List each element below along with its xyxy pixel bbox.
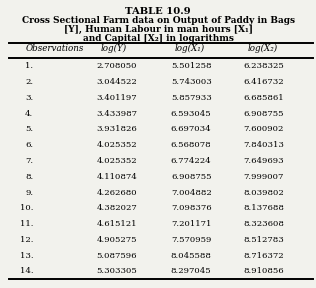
Text: 8.: 8. bbox=[25, 173, 33, 181]
Text: 8.039802: 8.039802 bbox=[244, 189, 284, 197]
Text: 7.201171: 7.201171 bbox=[171, 220, 211, 228]
Text: 5.303305: 5.303305 bbox=[97, 268, 137, 275]
Text: 5.743003: 5.743003 bbox=[171, 78, 211, 86]
Text: 6.593045: 6.593045 bbox=[171, 110, 211, 118]
Text: 9.: 9. bbox=[25, 189, 33, 197]
Text: [Y], Human Labour in man hours [X₁]: [Y], Human Labour in man hours [X₁] bbox=[64, 25, 252, 34]
Text: 10.: 10. bbox=[20, 204, 33, 212]
Text: 6.685861: 6.685861 bbox=[244, 94, 284, 102]
Text: 4.025352: 4.025352 bbox=[97, 157, 137, 165]
Text: 8.137688: 8.137688 bbox=[243, 204, 284, 212]
Text: 6.697034: 6.697034 bbox=[171, 126, 211, 133]
Text: log(X₁): log(X₁) bbox=[174, 44, 205, 53]
Text: 7.570959: 7.570959 bbox=[171, 236, 211, 244]
Text: 8.910856: 8.910856 bbox=[244, 268, 284, 275]
Text: 8.323608: 8.323608 bbox=[243, 220, 284, 228]
Text: 2.708050: 2.708050 bbox=[97, 62, 137, 70]
Text: 5.501258: 5.501258 bbox=[171, 62, 211, 70]
Text: 4.905275: 4.905275 bbox=[97, 236, 137, 244]
Text: 6.238325: 6.238325 bbox=[244, 62, 284, 70]
Text: 4.262680: 4.262680 bbox=[97, 189, 137, 197]
Text: 4.: 4. bbox=[25, 110, 33, 118]
Text: 2.: 2. bbox=[25, 78, 33, 86]
Text: 7.004882: 7.004882 bbox=[171, 189, 211, 197]
Text: 3.931826: 3.931826 bbox=[97, 126, 137, 133]
Text: 7.: 7. bbox=[25, 157, 33, 165]
Text: 5.087596: 5.087596 bbox=[97, 252, 137, 260]
Text: 8.512783: 8.512783 bbox=[244, 236, 284, 244]
Text: 6.908755: 6.908755 bbox=[171, 173, 211, 181]
Text: 6.908755: 6.908755 bbox=[244, 110, 284, 118]
Text: 8.716372: 8.716372 bbox=[244, 252, 284, 260]
Text: 5.: 5. bbox=[25, 126, 33, 133]
Text: 7.649693: 7.649693 bbox=[244, 157, 284, 165]
Text: 6.774224: 6.774224 bbox=[171, 157, 211, 165]
Text: 3.433987: 3.433987 bbox=[96, 110, 137, 118]
Text: log(X₂): log(X₂) bbox=[247, 44, 277, 53]
Text: 13.: 13. bbox=[20, 252, 33, 260]
Text: 6.416732: 6.416732 bbox=[244, 78, 284, 86]
Text: 5.857933: 5.857933 bbox=[171, 94, 211, 102]
Text: 6.: 6. bbox=[25, 141, 33, 149]
Text: 3.401197: 3.401197 bbox=[97, 94, 137, 102]
Text: 6.568078: 6.568078 bbox=[171, 141, 211, 149]
Text: 3.044522: 3.044522 bbox=[97, 78, 137, 86]
Text: 4.110874: 4.110874 bbox=[97, 173, 137, 181]
Text: 8.045588: 8.045588 bbox=[171, 252, 212, 260]
Text: 4.382027: 4.382027 bbox=[97, 204, 137, 212]
Text: log(Y): log(Y) bbox=[101, 44, 127, 53]
Text: 7.600902: 7.600902 bbox=[244, 126, 284, 133]
Text: 14.: 14. bbox=[20, 268, 33, 275]
Text: 7.999007: 7.999007 bbox=[244, 173, 284, 181]
Text: 4.615121: 4.615121 bbox=[97, 220, 137, 228]
Text: 1.: 1. bbox=[25, 62, 33, 70]
Text: Observations: Observations bbox=[26, 44, 84, 53]
Text: 4.025352: 4.025352 bbox=[97, 141, 137, 149]
Text: 12.: 12. bbox=[20, 236, 33, 244]
Text: Cross Sectional Farm data on Output of Paddy in Bags: Cross Sectional Farm data on Output of P… bbox=[21, 16, 295, 25]
Text: TABLE 10.9: TABLE 10.9 bbox=[125, 7, 191, 16]
Text: 7.840313: 7.840313 bbox=[243, 141, 284, 149]
Text: 7.098376: 7.098376 bbox=[171, 204, 211, 212]
Text: 8.297045: 8.297045 bbox=[171, 268, 211, 275]
Text: 11.: 11. bbox=[20, 220, 33, 228]
Text: and Capital [X₂] in logarithms: and Capital [X₂] in logarithms bbox=[82, 34, 234, 43]
Text: 3.: 3. bbox=[25, 94, 33, 102]
